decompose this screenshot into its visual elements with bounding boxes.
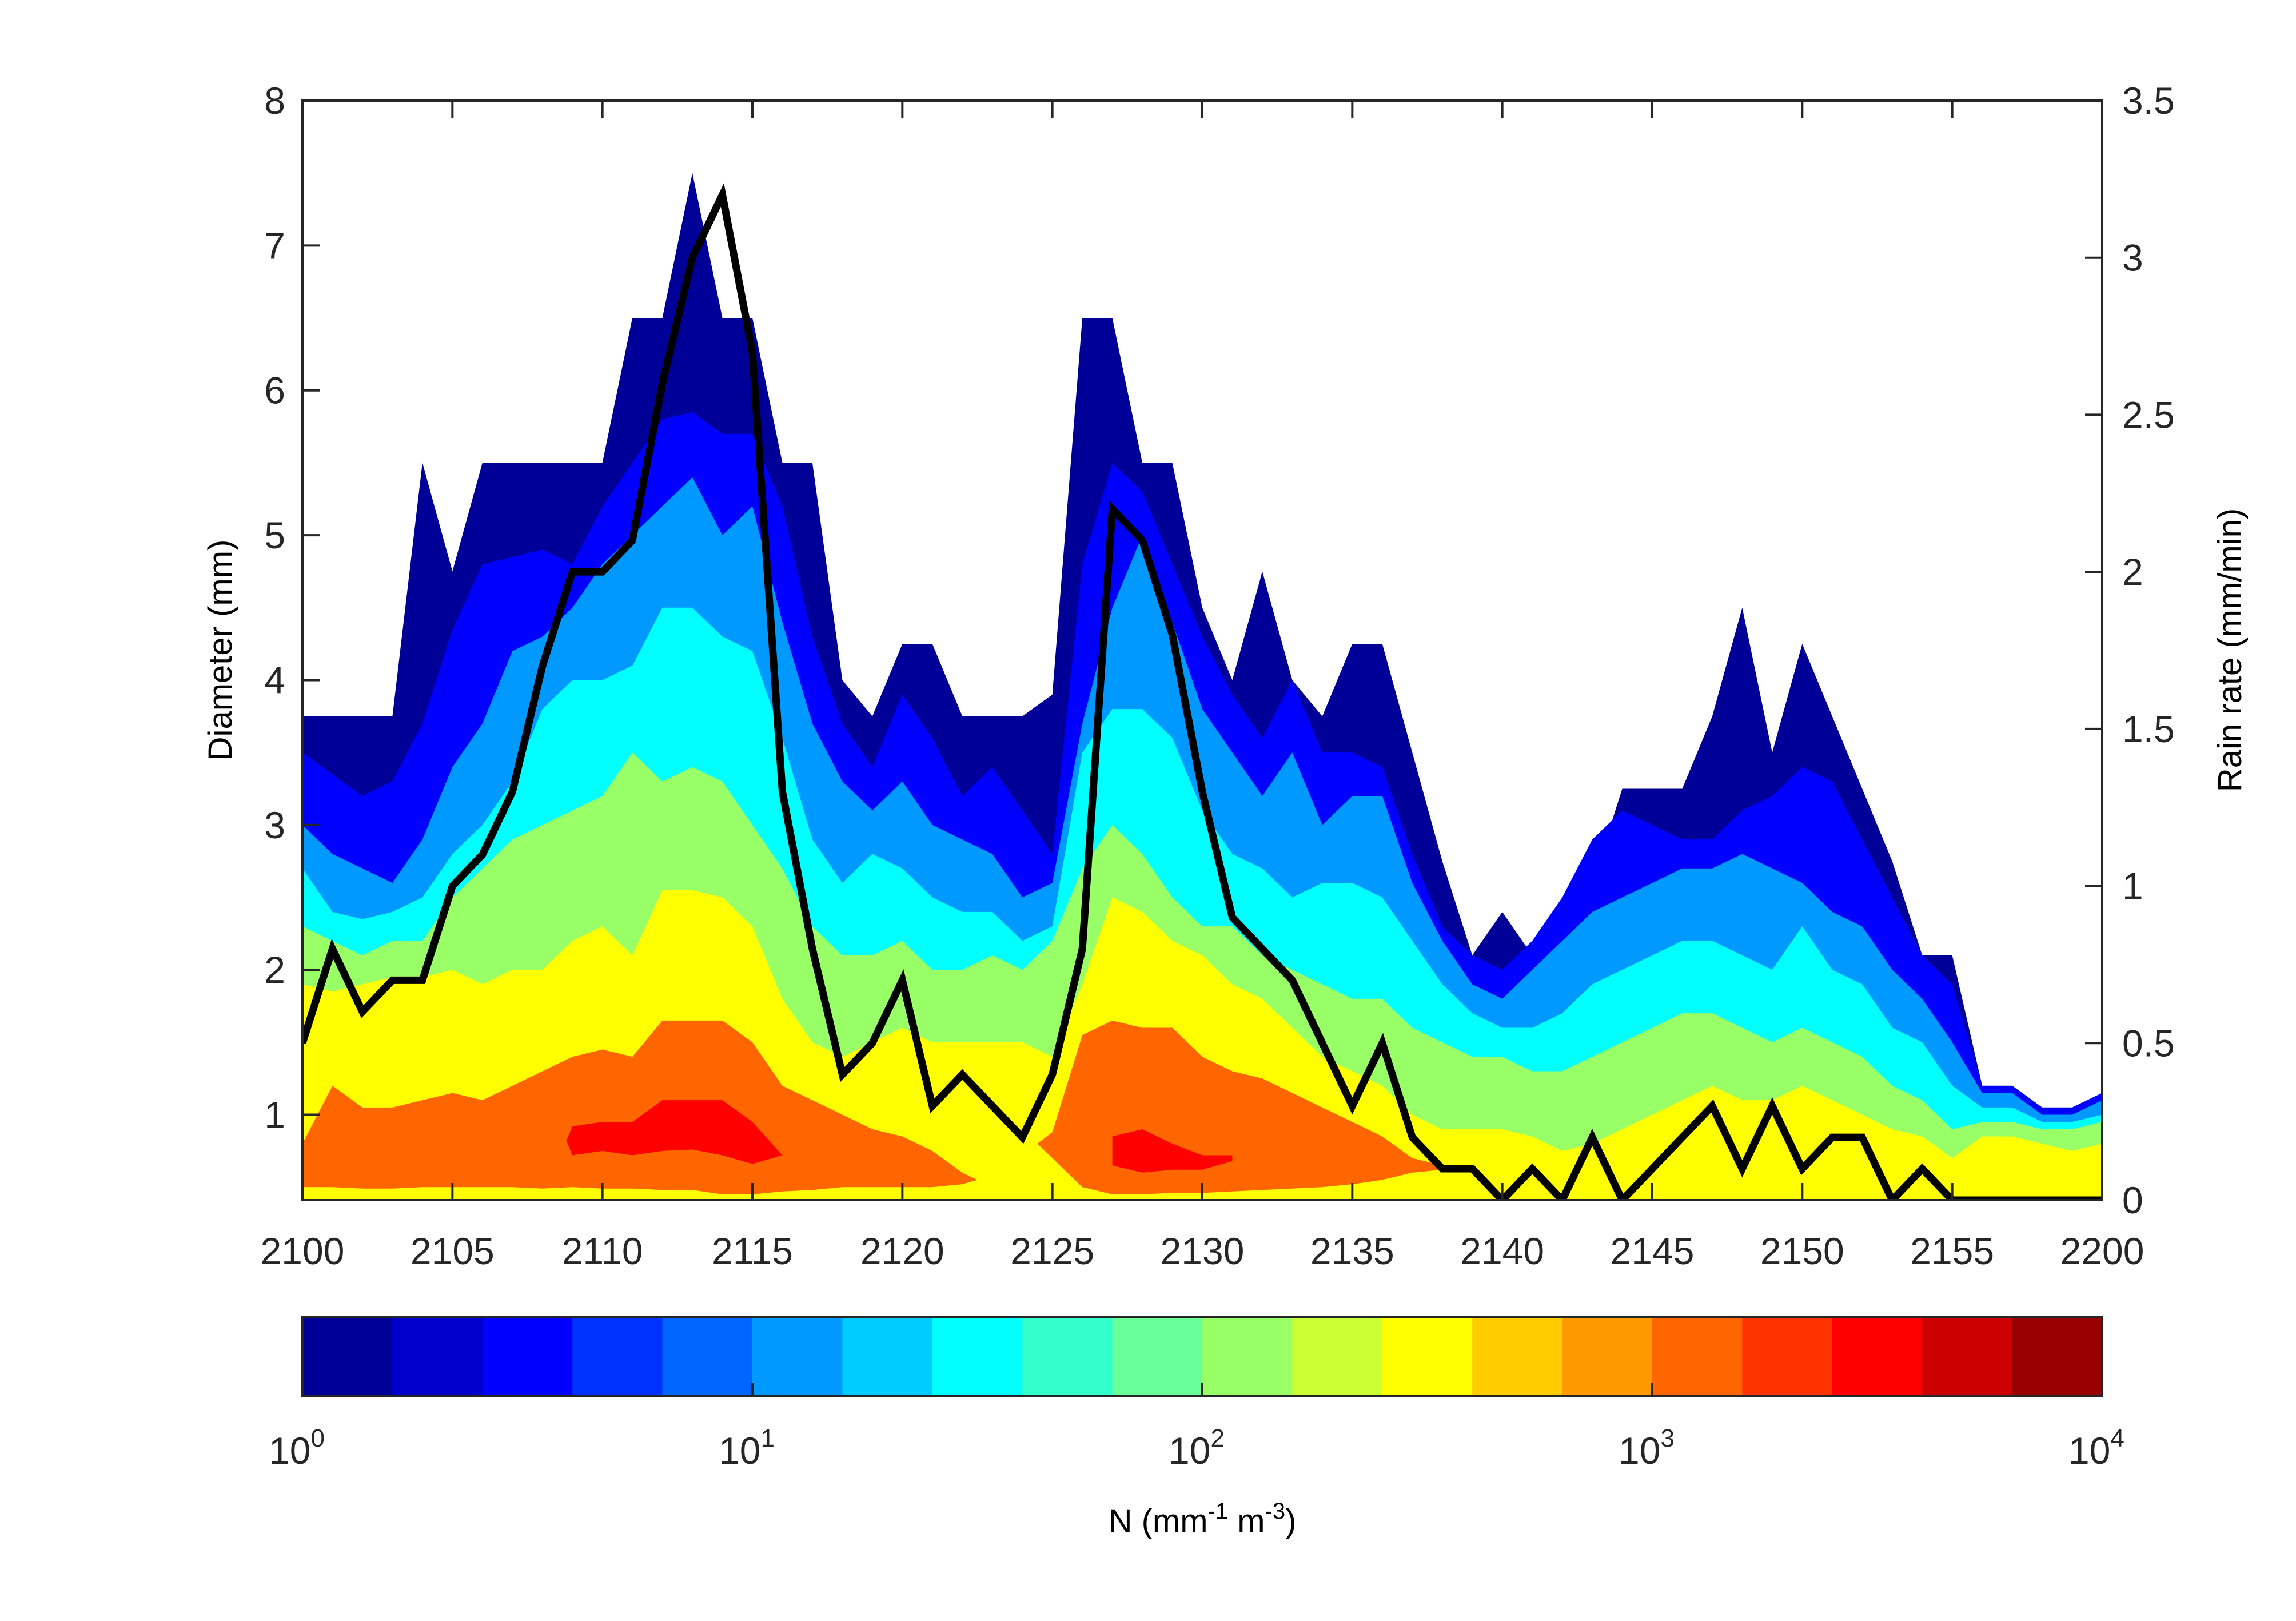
- colorbar-swatch: [1292, 1317, 1383, 1396]
- colorbar-tick-exp: 1: [760, 1424, 774, 1452]
- colorbar-swatch: [1112, 1317, 1203, 1396]
- left-tick-label: 1: [264, 1094, 285, 1136]
- colorbar-tick-exp: 0: [310, 1424, 324, 1452]
- right-tick-label: 1: [2122, 865, 2143, 907]
- right-axis-label: Rain rate (mm/min): [2211, 508, 2249, 792]
- x-tick-label: 2150: [1760, 1230, 1844, 1272]
- colorbar-swatch: [752, 1317, 843, 1396]
- contour-patch-2: [566, 1100, 783, 1164]
- x-tick-label: 2100: [261, 1230, 345, 1272]
- colorbar-tick-exp: 2: [1210, 1424, 1224, 1452]
- x-tick-label: 2155: [1910, 1230, 1994, 1272]
- colorbar-swatch: [1382, 1317, 1473, 1396]
- contour-fill: [302, 173, 2102, 1200]
- left-tick-label: 8: [264, 79, 285, 122]
- axes-ticks: 2100 2105 2110 2115 2120 2125 2130 2135 2140 2145…: [261, 79, 2175, 1272]
- colorbar-tick-exp: 3: [1660, 1424, 1674, 1452]
- x-tick-label: 2200: [2060, 1230, 2144, 1272]
- right-tick-label: 2.5: [2122, 393, 2175, 436]
- colorbar-tick-base: 10: [269, 1429, 310, 1472]
- colorbar-tick-base: 10: [1619, 1429, 1660, 1472]
- colorbar-swatch: [1742, 1317, 1833, 1396]
- left-tick-label: 3: [264, 804, 285, 846]
- left-axis-label: Diameter (mm): [202, 540, 239, 761]
- colorbar-swatch: [572, 1317, 663, 1396]
- left-tick-label: 6: [264, 369, 285, 412]
- colorbar: 100 101 102 103 104: [269, 1316, 2124, 1472]
- colorbar-swatch: [662, 1317, 753, 1396]
- x-tick-label: 2130: [1161, 1230, 1245, 1272]
- right-tick-label: 1.5: [2122, 708, 2175, 750]
- rain-rate-series: [302, 183, 2102, 1200]
- colorbar-tick-base: 10: [1169, 1429, 1210, 1472]
- x-tick-label: 2145: [1611, 1230, 1695, 1272]
- colorbar-swatch: [1022, 1317, 1113, 1396]
- left-tick-label: 7: [264, 224, 285, 266]
- contour-patch-3: [1112, 1129, 1233, 1173]
- rain-rate-line: [302, 183, 2102, 1200]
- colorbar-tick-label: 103: [1619, 1424, 1675, 1472]
- left-tick-label: 4: [264, 659, 285, 701]
- colorbar-swatch: [932, 1317, 1023, 1396]
- colorbar-swatch: [1202, 1317, 1293, 1396]
- x-tick-label: 2135: [1310, 1230, 1394, 1272]
- right-tick-label: 3: [2122, 237, 2143, 279]
- colorbar-label: N (mm-1 m-3): [1109, 1499, 1297, 1540]
- x-tick-label: 2140: [1460, 1230, 1544, 1272]
- right-tick-label: 3.5: [2122, 79, 2175, 122]
- colorbar-tick-base: 10: [2068, 1429, 2110, 1472]
- colorbar-swatch: [1832, 1317, 1923, 1396]
- colorbar-swatch: [1562, 1317, 1653, 1396]
- contour-patch-0: [302, 1020, 978, 1194]
- x-tick-label: 2120: [860, 1230, 944, 1272]
- colorbar-swatch: [302, 1317, 393, 1396]
- colorbar-tick-exp: 4: [2110, 1424, 2124, 1452]
- colorbar-swatch: [2012, 1317, 2103, 1396]
- x-tick-label: 2110: [562, 1230, 643, 1272]
- colorbar-swatch: [842, 1317, 933, 1396]
- left-tick-label: 2: [264, 949, 285, 991]
- left-tick-label: 5: [264, 514, 285, 556]
- colorbar-tick-label: 102: [1169, 1424, 1225, 1472]
- colorbar-swatch: [392, 1317, 483, 1396]
- colorbar-tick-base: 10: [719, 1429, 760, 1472]
- colorbar-tick-label: 100: [269, 1424, 325, 1472]
- colorbar-swatch: [1652, 1317, 1743, 1396]
- colorbar-swatch: [1922, 1317, 2013, 1396]
- right-tick-label: 0: [2122, 1179, 2143, 1221]
- right-tick-label: 2: [2122, 551, 2143, 593]
- colorbar-tick-label: 104: [2068, 1424, 2124, 1472]
- colorbar-tick-label: 101: [719, 1424, 775, 1472]
- x-tick-label: 2105: [410, 1230, 495, 1272]
- x-tick-label: 2125: [1010, 1230, 1094, 1272]
- x-tick-label: 2115: [712, 1230, 793, 1272]
- colorbar-swatch: [1472, 1317, 1563, 1396]
- colorbar-swatch: [482, 1317, 573, 1396]
- right-tick-label: 0.5: [2122, 1022, 2175, 1064]
